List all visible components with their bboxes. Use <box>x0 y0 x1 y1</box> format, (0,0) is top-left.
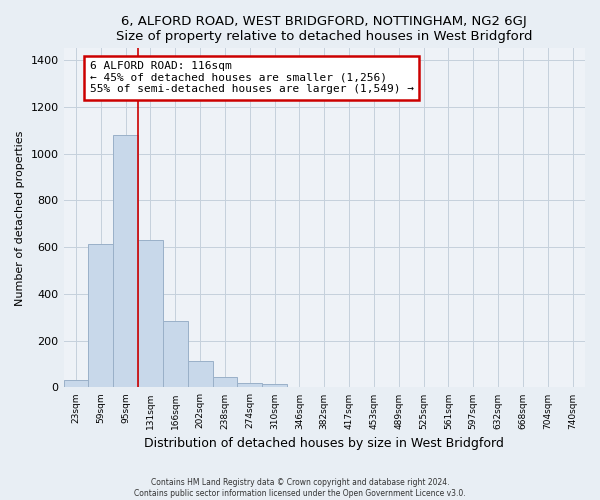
Text: Contains HM Land Registry data © Crown copyright and database right 2024.
Contai: Contains HM Land Registry data © Crown c… <box>134 478 466 498</box>
Bar <box>262 384 287 388</box>
Bar <box>212 377 238 388</box>
Bar <box>138 240 163 388</box>
Text: 6 ALFORD ROAD: 116sqm
← 45% of detached houses are smaller (1,256)
55% of semi-d: 6 ALFORD ROAD: 116sqm ← 45% of detached … <box>89 61 413 94</box>
Bar <box>64 380 88 388</box>
Y-axis label: Number of detached properties: Number of detached properties <box>15 130 25 306</box>
X-axis label: Distribution of detached houses by size in West Bridgford: Distribution of detached houses by size … <box>145 437 504 450</box>
Bar <box>113 135 138 388</box>
Title: 6, ALFORD ROAD, WEST BRIDGFORD, NOTTINGHAM, NG2 6GJ
Size of property relative to: 6, ALFORD ROAD, WEST BRIDGFORD, NOTTINGH… <box>116 15 533 43</box>
Bar <box>163 321 188 388</box>
Bar <box>188 360 212 388</box>
Bar <box>238 383 262 388</box>
Bar <box>88 244 113 388</box>
